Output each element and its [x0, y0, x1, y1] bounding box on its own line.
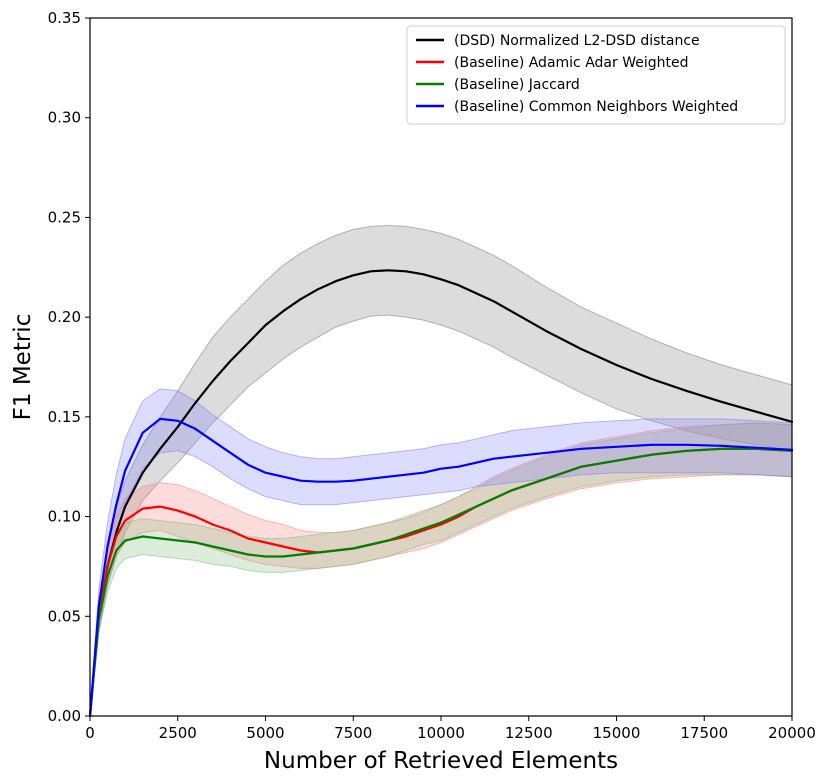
- y-tick-label: 0.10: [48, 508, 81, 526]
- x-tick-label: 17500: [680, 724, 728, 742]
- x-axis-title: Number of Retrieved Elements: [264, 748, 618, 774]
- legend-label-2: (Baseline) Adamic Adar Weighted: [454, 55, 688, 71]
- x-tick-label: 5000: [246, 724, 284, 742]
- legend-label-1: (DSD) Normalized L2-DSD distance: [454, 33, 700, 49]
- x-tick-label: 15000: [593, 724, 641, 742]
- x-tick-label: 2500: [159, 724, 197, 742]
- y-tick-label: 0.30: [48, 109, 81, 127]
- y-tick-label: 0.00: [48, 707, 81, 725]
- series-line-1: [88, 269, 794, 718]
- legend-box: [406, 25, 786, 125]
- x-tick-label: 10000: [417, 724, 465, 742]
- x-tick-label: 20000: [768, 724, 816, 742]
- x-tick-label: 0: [85, 724, 95, 742]
- legend-label-3: (Baseline) Jaccard: [454, 77, 580, 93]
- y-tick-label: 0.25: [48, 208, 81, 226]
- y-tick-label: 0.05: [48, 607, 81, 625]
- y-axis-ticks: 0.00 0.05 0.10 0.15 0.20 0.25 0.30 0.35: [48, 9, 90, 725]
- y-tick-label: 0.15: [48, 408, 81, 426]
- legend-label-4: (Baseline) Common Neighbors Weighted: [454, 99, 738, 115]
- legend: (DSD) Normalized L2-DSD distance (Baselin…: [406, 25, 786, 125]
- series-line-4: [88, 417, 794, 718]
- series-line-3: [88, 447, 794, 718]
- y-tick-label: 0.35: [48, 9, 81, 27]
- x-tick-label: 12500: [505, 724, 553, 742]
- series-lines: [88, 269, 794, 718]
- y-axis-title: F1 Metric: [10, 314, 36, 421]
- x-tick-label: 7500: [334, 724, 372, 742]
- y-tick-label: 0.20: [48, 308, 81, 326]
- x-axis-ticks: 0 2500 5000 7500 10000 12500 15000 17500 20000: [85, 716, 816, 742]
